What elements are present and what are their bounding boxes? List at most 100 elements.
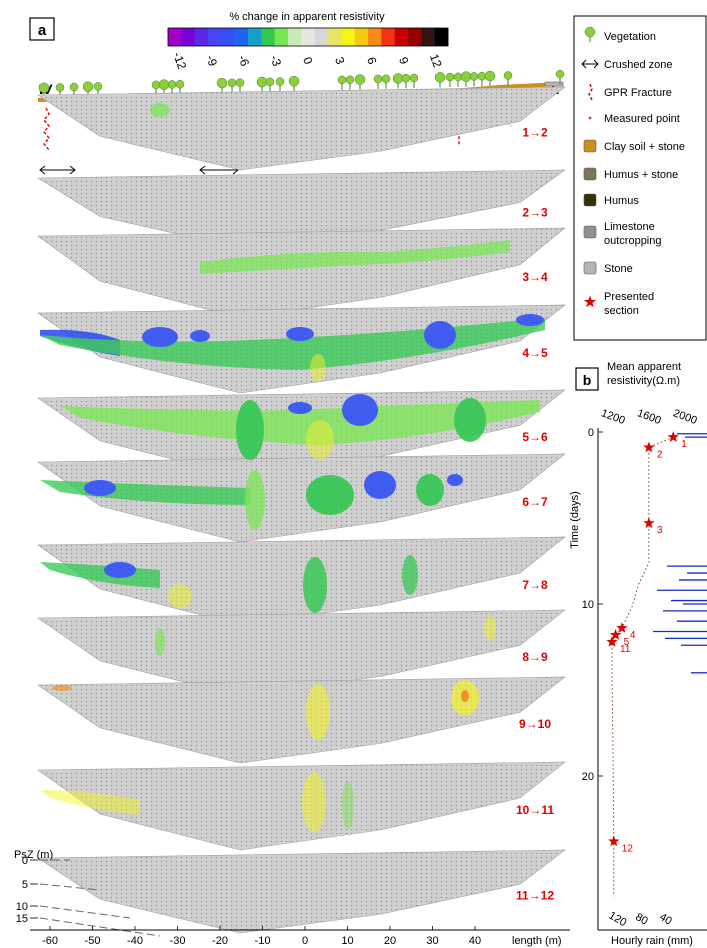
time-axis-label: Time (days) [569, 491, 581, 549]
tree-icon [151, 80, 161, 95]
tree-icon [235, 78, 245, 93]
tree-icon [409, 73, 419, 89]
legend-label: GPR Fracture [604, 87, 672, 99]
tree-icon [445, 72, 455, 88]
legend-label: Stone [604, 263, 633, 275]
colorbar-tick-label: 0 [300, 55, 316, 66]
colorbar-swatch [301, 28, 315, 46]
tree-icon [477, 71, 487, 87]
tree-icon [216, 77, 228, 94]
section-marker-label: 11 [620, 644, 631, 655]
colorbar-swatch [261, 28, 275, 46]
section-label: 2→3 [522, 206, 548, 220]
rain-bars [653, 433, 707, 674]
tree-icon [460, 71, 472, 87]
tree-icon [484, 70, 496, 86]
panel-a-label-box [29, 17, 55, 41]
colorbar-swatch [194, 28, 209, 46]
section-label: 5→6 [522, 430, 548, 444]
resistivity-section [37, 536, 566, 626]
legend-item: Limestone outcropping [583, 221, 662, 247]
colorbar-tick-label: 12 [427, 52, 445, 70]
section-marker-label: 5 [624, 637, 630, 648]
tree-icon [265, 77, 275, 92]
section-marker-star [667, 431, 679, 443]
colorbar [167, 27, 449, 47]
rain-axis-ticks: 120 80 40 [607, 910, 674, 930]
colorbar-tick-label: -6 [235, 53, 252, 68]
fracture-line [43, 107, 50, 151]
colorbar-title: % change in apparent resistivity [229, 11, 385, 23]
colorbar-tick-label: -9 [203, 53, 220, 68]
x-tick-label: -20 [212, 935, 228, 947]
tree-icon [434, 72, 446, 88]
section-label: 1→2 [522, 125, 548, 139]
x-tick-label: 0 [302, 935, 308, 947]
legend-label: Vegetation [604, 31, 656, 43]
section-marker-label: 4 [630, 630, 636, 641]
resistivity-ticks: 1200 1600 2000 [599, 407, 698, 427]
colorbar-swatch [421, 28, 435, 46]
colorbar-swatch [248, 28, 262, 46]
panel-a-label: a [38, 22, 47, 39]
tree-icon [469, 72, 479, 87]
resistivity-section [37, 86, 566, 171]
star-icon [583, 295, 597, 308]
psz-tick-label: 5 [22, 879, 28, 891]
clay-swatch [583, 139, 597, 153]
resistivity-section [37, 849, 566, 934]
colorbar-tick-label: 6 [364, 55, 380, 66]
time-tick-label: 20 [582, 771, 594, 783]
colorbar-swatch [341, 28, 355, 46]
panel-b-label-box [575, 367, 599, 391]
section-marker-label: 12 [622, 843, 634, 854]
x-tick-label: -60 [42, 935, 58, 947]
colorbar-swatch [381, 28, 395, 46]
tree-icon [288, 75, 300, 92]
tree-icon [38, 82, 50, 98]
tree-icon [337, 75, 347, 90]
colorbar-swatch [408, 28, 422, 46]
tree-icon [256, 76, 268, 93]
colorbar-swatch [221, 28, 235, 46]
section-marker-star [609, 628, 622, 640]
legend: Vegetation Crushed zone GPR Fracture Measur… [581, 26, 685, 317]
humus-stone-swatch [583, 167, 597, 181]
resistivity-curve [611, 436, 674, 897]
psz-axis-title: PsZ (m) [14, 849, 53, 861]
resistivity-section [36, 169, 566, 249]
time-tick-label: 0 [588, 427, 594, 439]
section-marker-label: 1 [681, 439, 687, 450]
fracture-icon [588, 83, 593, 101]
legend-label: Humus + stone [604, 169, 678, 181]
colorbar-swatch [354, 28, 369, 46]
x-tick-label: -30 [170, 935, 186, 947]
legend-label: Limestone outcropping [604, 221, 662, 247]
colorbar-tick-label: 9 [396, 55, 412, 66]
rain-tick-label: 40 [657, 911, 674, 928]
section-anomalies [40, 103, 545, 832]
x-tick-label: -40 [127, 935, 143, 947]
tree-icon [401, 73, 411, 89]
resistivity-section [37, 227, 566, 319]
colorbar-tick-label: -12 [170, 50, 189, 71]
section-marker-star [606, 635, 618, 647]
crushed-zone-arrows [39, 165, 239, 175]
legend-label: Humus [604, 195, 639, 207]
legend-label: Measured point [604, 113, 680, 125]
tree-icon [275, 77, 285, 92]
x-axis-label: length (m) [512, 935, 562, 947]
rain-tick-label: 80 [633, 911, 650, 928]
section-label: 9→10 [519, 717, 551, 731]
colorbar-swatch [434, 28, 449, 46]
legend-item: Humus [583, 193, 639, 207]
section-marker-star [643, 517, 655, 529]
tree-icon [392, 73, 404, 89]
dot-icon [588, 116, 592, 120]
tree-icon [584, 26, 596, 42]
legend-item: Humus + stone [583, 167, 678, 181]
colorbar-swatch [368, 28, 382, 46]
